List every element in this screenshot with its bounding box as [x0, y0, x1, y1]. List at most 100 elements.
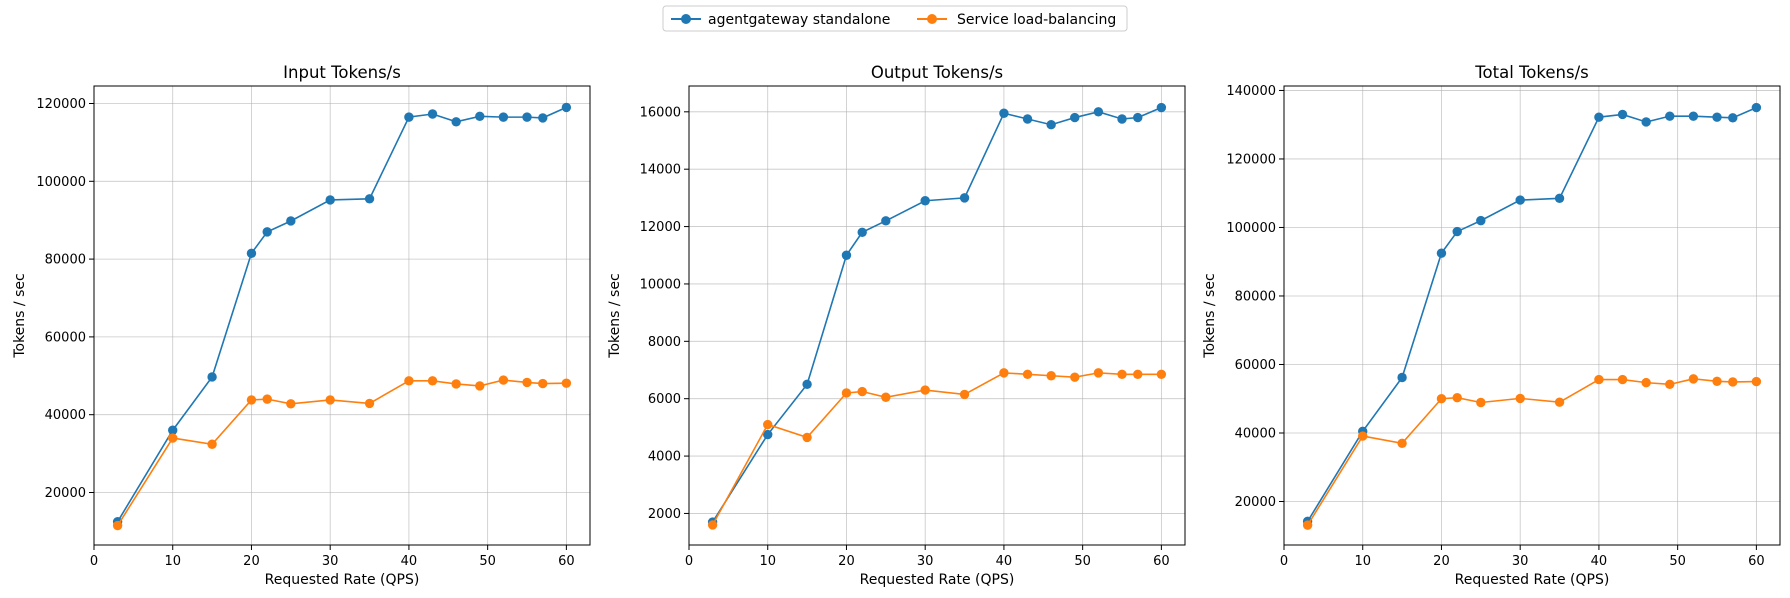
chart-2-series-0-point-4: [1452, 226, 1462, 237]
chart-2-series-0-point-8: [1594, 112, 1604, 122]
chart-2-series-0-point-13: [1712, 112, 1722, 122]
chart-2-xtick-label-5: 50: [1669, 554, 1686, 569]
chart-2-series-0-line: [1306, 106, 1757, 522]
chart-1-series-0-point-6: [920, 196, 930, 206]
chart-2-series-1-point-12: [1688, 374, 1699, 384]
chart-1-ylabel: Tokens / sec: [607, 273, 623, 358]
chart-2-series-1-point-13: [1712, 376, 1722, 386]
chart-0-series-0-point-12: [498, 112, 509, 122]
chart-0-series-0-point-15: [561, 102, 572, 113]
chart-2-series-1-line: [1306, 378, 1757, 526]
chart-0-series-1-point-9: [427, 376, 438, 386]
chart-1-series-0-point-8: [999, 108, 1009, 118]
chart-0-title: Input Tokens/s: [283, 63, 401, 82]
chart-1-ytick-label-6: 14000: [640, 163, 681, 178]
chart-0-series-1-point-4: [262, 394, 272, 404]
chart-1-xtick-label-3: 30: [917, 554, 934, 569]
chart-1-ytick-label-1: 4000: [648, 450, 681, 465]
chart-1-series-0-point-13: [1117, 114, 1127, 124]
chart-1-xtick-label-2: 20: [838, 554, 855, 569]
chart-1-series-0-point-5: [881, 216, 891, 226]
chart-0-ylabel: Tokens / sec: [12, 273, 28, 358]
chart-0-xtick-label-4: 40: [401, 554, 418, 569]
chart-1-series-1-point-13: [1117, 369, 1127, 380]
chart-2-xtick-label-0: 0: [1280, 554, 1288, 569]
chart-1-series-0-point-7: [959, 193, 970, 203]
chart-0-ytick-label-2: 60000: [45, 330, 86, 345]
chart-1-series-0-point-1: [763, 429, 773, 440]
chart-2-series-1-point-1: [1358, 431, 1368, 441]
chart-0-xtick-label-2: 20: [243, 554, 260, 569]
chart-0-series-0-point-8: [404, 112, 414, 122]
chart-0-xlabel: Requested Rate (QPS): [265, 572, 420, 588]
chart-1-xtick-label-6: 60: [1153, 554, 1170, 569]
legend-frame: [662, 5, 1128, 32]
chart-0-xtick-label-6: 60: [558, 554, 575, 569]
chart-2-series-0-point-5: [1476, 215, 1486, 226]
chart-1-series-1-point-5: [881, 392, 891, 402]
chart-input-tokens: 0 10 20 30 40 50 60 20000 40000 60000 80000 100000 1…: [12, 63, 591, 588]
chart-0-series-1-point-10: [451, 379, 461, 389]
chart-0-series-0-point-3: [246, 248, 257, 258]
chart-0-series-0-point-14: [538, 113, 548, 123]
chart-0-series-1-point-14: [538, 378, 548, 389]
chart-2-ytick-label-1: 40000: [1235, 426, 1276, 441]
chart-1-series-0-point-12: [1093, 107, 1104, 117]
chart-2-series-1-point-3: [1436, 394, 1447, 404]
chart-1-series-0-line: [711, 106, 1162, 523]
chart-0-ytick-label-0: 20000: [45, 486, 86, 501]
chart-2-xtick-label-1: 10: [1354, 554, 1371, 569]
chart-0-series-0-point-7: [364, 194, 375, 204]
chart-1-series-0-point-10: [1046, 120, 1056, 130]
chart-0-xtick-label-0: 0: [90, 554, 98, 569]
chart-total-tokens: 0 10 20 30 40 50 60 20000 40000 60000 80000 100000 1…: [1202, 63, 1781, 588]
chart-1-xtick-label-4: 40: [996, 554, 1013, 569]
chart-2-series-1-point-10: [1641, 377, 1651, 388]
chart-2-series-0-point-15: [1751, 102, 1762, 113]
chart-2-series-1-point-8: [1594, 374, 1604, 385]
chart-1-plot-area: [689, 86, 1185, 545]
chart-2-xtick-label-6: 60: [1748, 554, 1765, 569]
chart-1-series-1-point-14: [1133, 369, 1143, 380]
chart-1-ytick-label-0: 2000: [648, 507, 681, 522]
chart-0-series-1-point-3: [246, 395, 257, 405]
chart-2-ytick-label-4: 100000: [1226, 221, 1276, 236]
chart-2-ytick-label-2: 60000: [1235, 358, 1276, 373]
chart-0-series-0-point-9: [427, 109, 438, 119]
legend-label-1: Service load-balancing: [957, 12, 1116, 28]
legend-swatch-marker-1: [927, 14, 937, 24]
chart-2-series-1-point-4: [1452, 393, 1462, 403]
chart-0-series-0-point-2: [207, 372, 217, 382]
chart-2-plot-area: [1284, 86, 1780, 545]
chart-1-series-1-point-4: [857, 386, 867, 397]
chart-1-ytick-label-3: 8000: [648, 335, 681, 350]
chart-0-xtick-label-3: 30: [322, 554, 339, 569]
chart-2-series-1-point-11: [1665, 379, 1675, 390]
chart-1-xtick-label-5: 50: [1074, 554, 1091, 569]
chart-2-series-0-point-14: [1728, 113, 1738, 123]
chart-0-series-1-point-8: [404, 376, 414, 386]
chart-1-series-0-point-4: [857, 227, 867, 238]
chart-0-xtick-label-5: 50: [479, 554, 496, 569]
chart-1-series-0-point-15: [1156, 102, 1167, 113]
chart-1-series-1-point-9: [1022, 369, 1033, 380]
chart-0-series-1-point-13: [522, 377, 532, 388]
chart-1-ytick-label-5: 12000: [640, 220, 681, 235]
chart-2-frame: [1283, 85, 1781, 546]
chart-2-ytick-label-5: 120000: [1226, 152, 1276, 167]
chart-2-series-1-point-2: [1397, 438, 1407, 448]
chart-0-series-1-point-7: [364, 398, 375, 409]
chart-0-series-1-point-15: [561, 378, 572, 388]
legend-entry-0: agentgateway standalone: [671, 12, 890, 28]
chart-2-ylabel: Tokens / sec: [1202, 273, 1218, 358]
chart-1-series-0-point-14: [1133, 112, 1143, 123]
chart-1-series-1-point-10: [1046, 371, 1056, 381]
chart-1-series-0-point-9: [1022, 114, 1033, 124]
chart-2-series-0-point-12: [1688, 111, 1699, 121]
chart-1-series-1-point-1: [763, 419, 773, 430]
chart-2-xlabel: Requested Rate (QPS): [1455, 572, 1610, 588]
chart-1-series-1-point-8: [999, 368, 1009, 378]
chart-1-series-0-point-11: [1070, 112, 1080, 123]
chart-2-series-1-point-7: [1554, 397, 1565, 407]
